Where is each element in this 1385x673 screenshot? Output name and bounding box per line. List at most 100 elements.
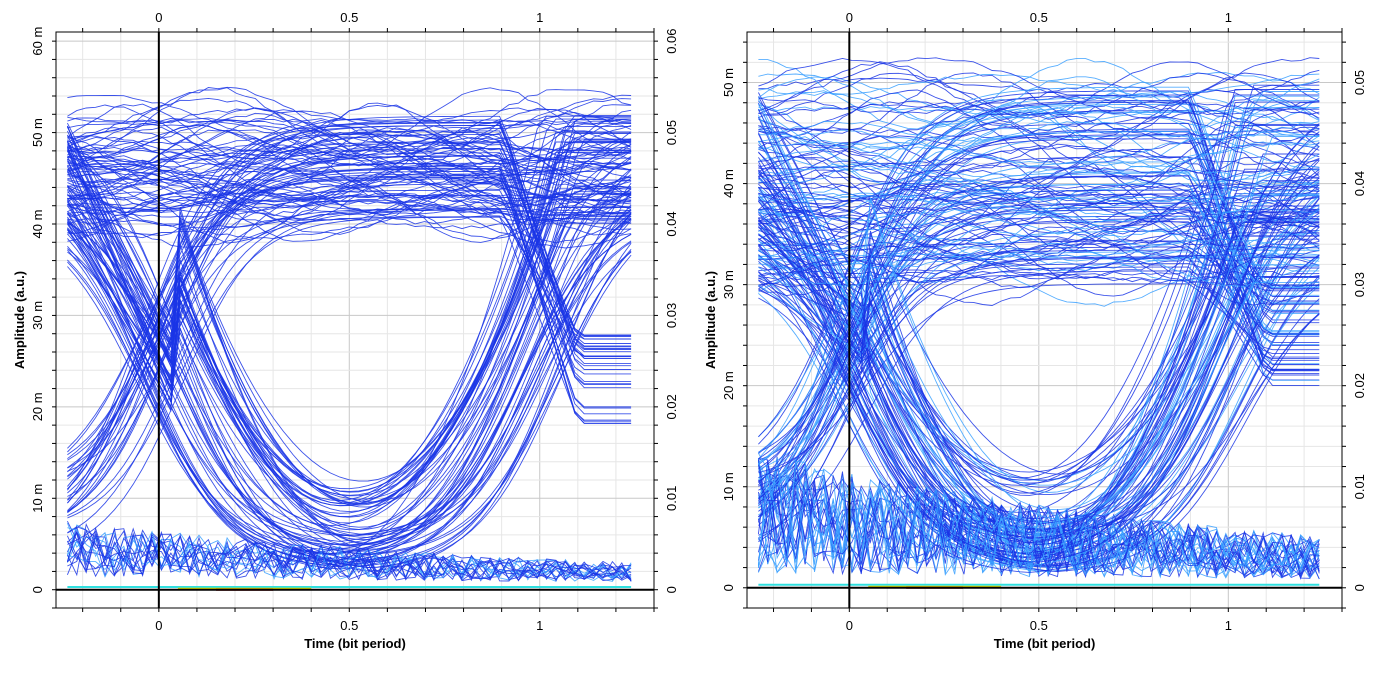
eye-trace (758, 168, 1320, 519)
eye-trace (758, 206, 1320, 222)
eye-trace (67, 124, 632, 161)
eye-trace (758, 251, 1320, 479)
y-tick-label-left: 20 m (30, 392, 45, 421)
eye-trace (757, 95, 1320, 564)
y-tick-label-left: 0 (30, 586, 45, 593)
eye-trace (758, 255, 1320, 306)
y-tick-label-left: 10 m (721, 472, 736, 501)
eye-trace (758, 237, 1320, 259)
eye-trace (758, 276, 1320, 568)
y-tick-label-left: 30 m (30, 301, 45, 330)
eye-trace (67, 200, 632, 218)
eye-trace (67, 150, 632, 513)
eye-trace (67, 117, 632, 124)
y-tick-label-right: 0.01 (1352, 474, 1367, 499)
eye-trace (66, 532, 632, 582)
eye-trace (758, 461, 1320, 580)
eye-trace (67, 174, 632, 200)
eye-trace (757, 125, 1320, 494)
eye-trace (758, 183, 1320, 253)
eye-trace (758, 90, 1320, 131)
eye-trace (758, 143, 1320, 189)
eye-trace (67, 210, 632, 559)
eye-trace (67, 149, 632, 168)
eye-trace (67, 143, 632, 164)
eye-trace (758, 72, 1320, 116)
y-tick-label-right: 0.02 (1352, 373, 1367, 398)
eye-trace (758, 218, 1320, 478)
eye-trace (67, 170, 632, 222)
eye-trace (67, 159, 632, 203)
eye-trace (66, 141, 632, 517)
eye-trace (758, 86, 1320, 496)
eye-trace (758, 135, 1320, 516)
eye-trace (757, 457, 1320, 578)
eye-trace (67, 107, 632, 125)
eye-trace (757, 470, 1320, 580)
eye-trace (757, 482, 1320, 579)
eye-trace (67, 194, 632, 551)
eye-trace (67, 216, 632, 514)
eye-trace (67, 206, 632, 530)
eye-trace (758, 129, 1320, 165)
eye-trace (758, 232, 1320, 307)
eye-trace (67, 165, 632, 221)
x-tick-label: 0.5 (340, 618, 358, 633)
eye-trace (757, 108, 1320, 546)
eye-trace (758, 138, 1320, 501)
eye-trace (758, 106, 1320, 115)
eye-trace (758, 254, 1320, 573)
eye-traces (66, 86, 632, 591)
eye-trace (758, 256, 1320, 273)
eye-trace (67, 182, 632, 217)
x-axis-title: Time (bit period) (304, 636, 406, 651)
eye-trace (67, 154, 632, 178)
eye-trace (758, 123, 1320, 534)
y-tick-label-left: 30 m (721, 270, 736, 299)
eye-trace (758, 136, 1320, 520)
chart-panel-2: 0 0 0.5 0.5 1 1 0 10 m 20 m 30 m 40 m 50 m 0 0.01 0.02… (703, 10, 1367, 651)
y-tick-label-right: 0 (664, 586, 679, 593)
y-tick-label-left: 10 m (30, 484, 45, 513)
plot-frame (746, 31, 1343, 609)
eye-trace (758, 209, 1320, 567)
eye-trace (758, 238, 1320, 556)
eye-trace (67, 94, 632, 167)
eye-trace (67, 119, 632, 137)
eye-trace (758, 192, 1320, 239)
eye-traces (757, 57, 1320, 589)
eye-trace (66, 131, 632, 505)
eye-trace (67, 168, 632, 460)
eye-trace (67, 134, 632, 497)
eye-trace (758, 274, 1320, 572)
x-tick-label-top: 0.5 (340, 10, 358, 25)
eye-trace (758, 144, 1320, 525)
x-tick-label-top: 0 (846, 10, 853, 25)
eye-trace (758, 188, 1320, 233)
y-tick-label-right: 0.04 (664, 211, 679, 236)
x-tick-label: 0 (155, 618, 162, 633)
eye-trace (758, 224, 1320, 284)
x-tick-label-top: 1 (1225, 10, 1232, 25)
eye-trace (758, 210, 1320, 288)
eye-trace (66, 149, 632, 501)
eye-trace (758, 168, 1320, 246)
eye-trace (758, 72, 1320, 134)
eye-trace (758, 57, 1320, 120)
eye-trace (67, 179, 632, 496)
eye-trace (67, 185, 632, 207)
eye-trace (758, 238, 1320, 250)
eye-trace (758, 131, 1320, 454)
y-tick-label-right: 0.06 (664, 28, 679, 53)
eye-trace (67, 133, 632, 206)
eye-trace (67, 126, 632, 191)
eye-trace (758, 169, 1320, 207)
eye-trace (758, 145, 1320, 166)
eye-trace (758, 72, 1320, 120)
eye-trace (758, 189, 1320, 484)
eye-trace (757, 461, 1320, 577)
y-tick-label-right: 0.05 (1352, 70, 1367, 95)
eye-trace (758, 254, 1320, 539)
eye-trace (758, 224, 1320, 539)
